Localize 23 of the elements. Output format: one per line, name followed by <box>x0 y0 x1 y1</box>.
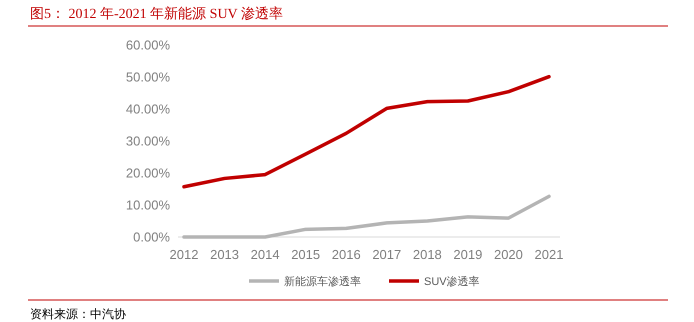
x-tick-label: 2015 <box>291 247 320 262</box>
x-tick-label: 2014 <box>250 247 280 262</box>
line-series <box>182 194 551 239</box>
x-tick-label: 2020 <box>494 247 523 262</box>
legend-label: SUV渗透率 <box>424 274 480 288</box>
y-tick-label: 0.00% <box>133 230 170 245</box>
line-series <box>182 74 551 189</box>
legend-label: 新能源车渗透率 <box>284 274 361 288</box>
text: 资料来源：中汽协 <box>30 307 126 321</box>
x-tick-label: 2018 <box>412 247 442 262</box>
chart-title: 图5： 2012 年-2021 年新能源 SUV 渗透率 <box>30 6 283 22</box>
x-tick-label: 2013 <box>210 247 240 262</box>
y-tick-label: 20.00% <box>126 166 170 181</box>
x-tick-label: 2017 <box>372 247 402 262</box>
x-tick-label: 2019 <box>453 247 482 262</box>
y-tick-label: 30.00% <box>126 134 170 149</box>
x-tick-label: 2016 <box>332 247 361 262</box>
x-tick-label: 2012 <box>170 247 198 262</box>
y-tick-label: 40.00% <box>126 102 170 117</box>
y-tick-label: 10.00% <box>126 198 170 213</box>
x-tick-label: 2021 <box>534 247 564 262</box>
y-tick-label: 50.00% <box>126 70 170 85</box>
y-tick-label: 60.00% <box>126 38 170 53</box>
